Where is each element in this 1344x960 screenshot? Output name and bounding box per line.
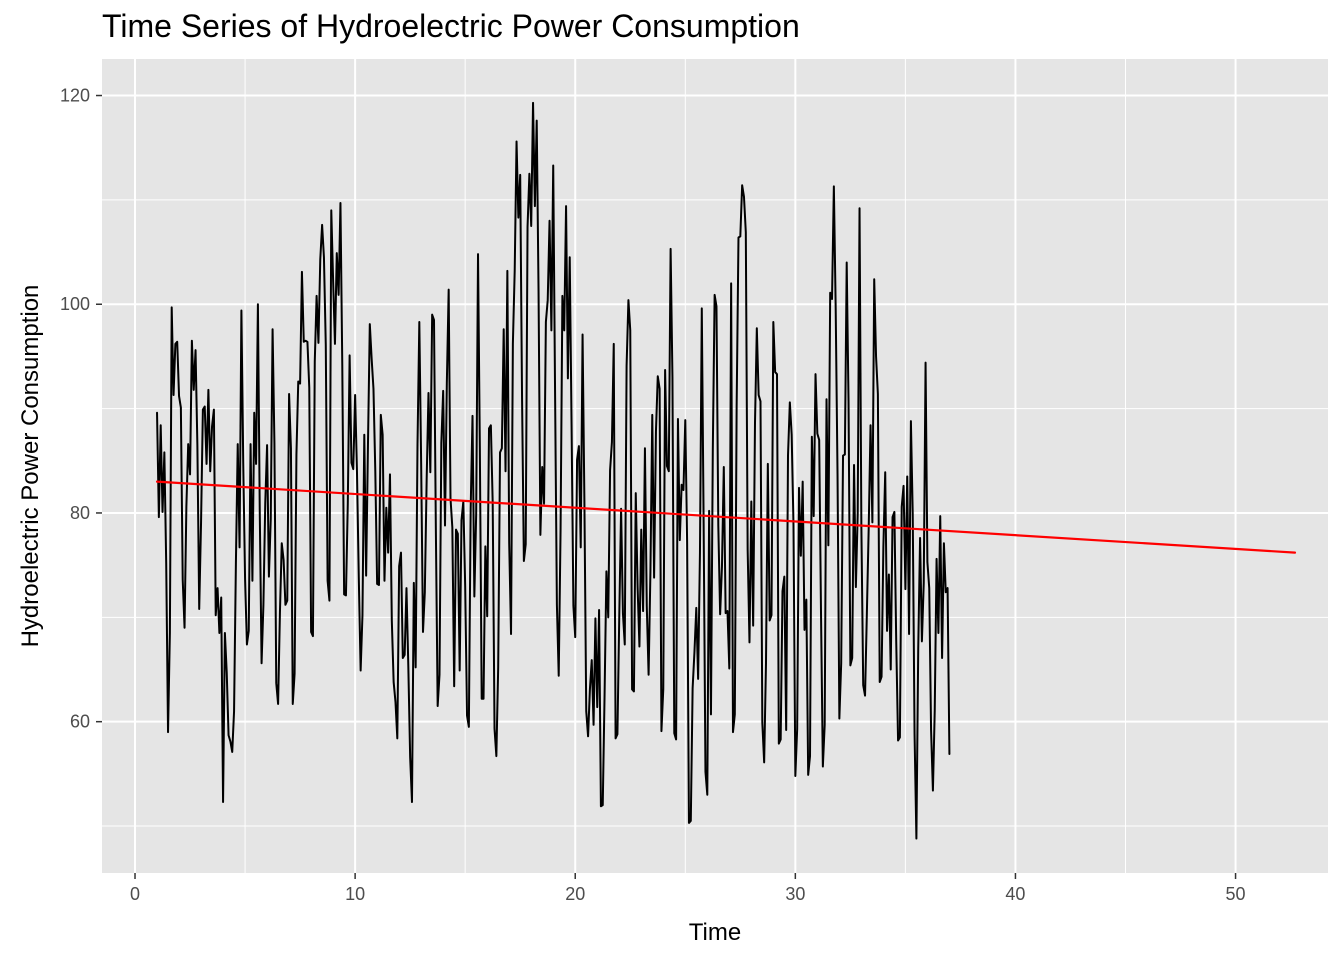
- y-axis-title: Hydroelectric Power Consumption: [17, 285, 44, 648]
- x-tick-label: 30: [785, 884, 805, 904]
- x-tick-label: 40: [1005, 884, 1025, 904]
- axis-ticks: [96, 94, 1237, 879]
- y-tick-label: 60: [70, 712, 90, 732]
- chart-title: Time Series of Hydroelectric Power Consu…: [102, 8, 800, 44]
- x-tick-label: 0: [130, 884, 140, 904]
- major-gridlines: [102, 59, 1328, 873]
- x-tick-label: 10: [345, 884, 365, 904]
- tick-labels: 0 10 20 30 40 50 60 80 100 120: [60, 86, 1246, 904]
- y-tick-label: 80: [70, 503, 90, 523]
- x-tick-label: 50: [1226, 884, 1246, 904]
- series-line: [156, 101, 951, 840]
- plot-panel: [102, 59, 1328, 873]
- y-tick-label: 120: [60, 86, 90, 106]
- x-axis-title: Time: [689, 919, 741, 946]
- y-tick-label: 100: [60, 294, 90, 314]
- x-tick-label: 20: [565, 884, 585, 904]
- trend-line: [155, 480, 1297, 554]
- series-layer: [155, 101, 1297, 840]
